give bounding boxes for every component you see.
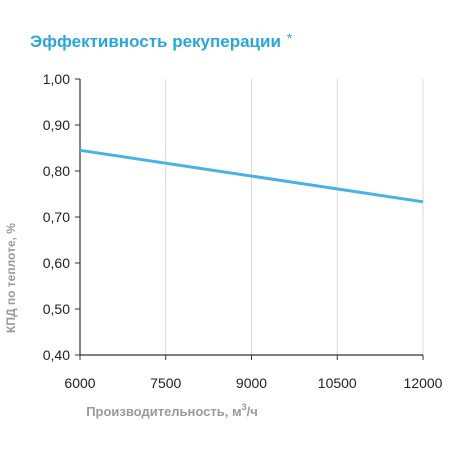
chart-title: Эффективность рекуперации * <box>30 30 292 52</box>
x-axis-label-text: Производительность, м <box>86 404 241 419</box>
x-axis-label-unit-tail: /ч <box>247 404 258 419</box>
x-tick-label-12000: 12000 <box>404 375 443 391</box>
chart-title-text: Эффективность рекуперации <box>30 32 281 51</box>
y-tick-label-0,90: 0,90 <box>43 117 70 133</box>
y-tick-label-0,60: 0,60 <box>43 255 70 271</box>
x-tick-label-9000: 9000 <box>236 375 267 391</box>
series-layer <box>79 148 424 204</box>
y-axis-label: КПД по теплоте, % <box>4 223 18 333</box>
x-tick-label-7500: 7500 <box>150 375 181 391</box>
y-tick-label-1,00: 1,00 <box>43 71 70 87</box>
tick-labels: 0,40 0,50 0,60 0,70 0,80 0,90 1,00 6000 7500 9000… <box>43 71 443 391</box>
y-tick-label-0,80: 0,80 <box>43 163 70 179</box>
x-tick-label-6000: 6000 <box>64 375 95 391</box>
series-line-1 <box>79 148 424 204</box>
y-tick-label-0,50: 0,50 <box>43 301 70 317</box>
gridlines <box>165 79 424 355</box>
axes <box>75 78 424 360</box>
y-tick-label-0,40: 0,40 <box>43 347 70 363</box>
x-axis-label-superscript: 3 <box>242 402 247 412</box>
x-tick-label-10500: 10500 <box>318 375 357 391</box>
x-axis-label: Производительность, м3/ч <box>86 402 258 419</box>
chart-title-asterisk: * <box>286 30 293 46</box>
y-tick-label-0,70: 0,70 <box>43 209 70 225</box>
